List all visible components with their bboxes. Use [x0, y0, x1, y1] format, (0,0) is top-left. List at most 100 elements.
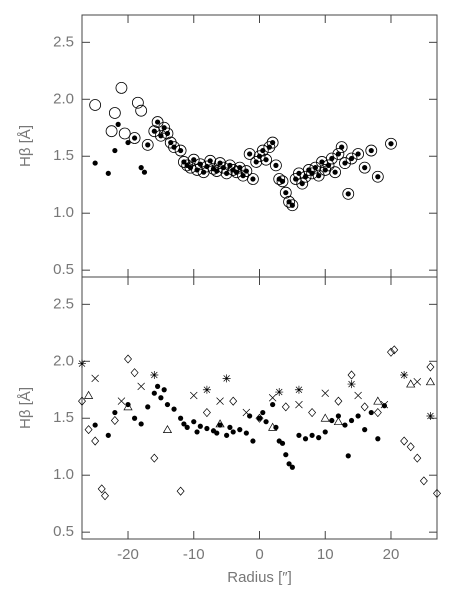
- circle-point: [119, 128, 130, 139]
- dot-point: [93, 422, 98, 427]
- diamond-point: [177, 487, 184, 495]
- diamond-point: [85, 426, 92, 434]
- triangle-point: [426, 378, 434, 385]
- dot-point: [333, 170, 338, 175]
- dot-point: [198, 424, 203, 429]
- dot-point: [139, 421, 144, 426]
- dot-point: [204, 426, 209, 431]
- asterisk-point: [78, 360, 86, 368]
- triangle-point: [407, 380, 415, 387]
- asterisk-point: [400, 371, 408, 379]
- dot-point: [162, 387, 167, 392]
- dot-point: [382, 403, 387, 408]
- diamond-point: [348, 371, 355, 379]
- dot-point: [191, 419, 196, 424]
- dot-point: [349, 418, 354, 423]
- dot-point: [106, 433, 111, 438]
- x-tick-label: 10: [317, 546, 334, 563]
- triangle-point: [321, 414, 329, 421]
- dot-point: [283, 452, 288, 457]
- diamond-point: [361, 403, 368, 411]
- dot-point: [178, 416, 183, 421]
- y-tick-label: 1.5: [53, 147, 74, 164]
- circle-point: [106, 126, 117, 137]
- dot-point: [369, 410, 374, 415]
- dot-point: [280, 441, 285, 446]
- diamond-point: [230, 397, 237, 405]
- dot-point: [309, 433, 314, 438]
- circle-point: [109, 107, 120, 118]
- dot-point: [260, 410, 265, 415]
- diamond-point: [111, 417, 118, 425]
- dot-point: [185, 425, 190, 430]
- cross-point: [322, 390, 329, 397]
- dot-point: [155, 119, 160, 124]
- diamond-point: [420, 477, 427, 485]
- dot-point: [214, 430, 219, 435]
- x-tick-label: -10: [183, 546, 205, 563]
- asterisk-point: [203, 386, 211, 394]
- dot-point: [296, 433, 301, 438]
- dot-point: [346, 453, 351, 458]
- y-tick-label: 1.0: [53, 204, 74, 221]
- cross-point: [118, 398, 125, 405]
- dot-point: [155, 384, 160, 389]
- diamond-point: [374, 409, 381, 417]
- diamond-point: [335, 397, 342, 405]
- dot-point: [250, 176, 255, 181]
- circle-point: [90, 99, 101, 110]
- dot-point: [273, 163, 278, 168]
- dot-point: [194, 429, 199, 434]
- dot-point: [375, 436, 380, 441]
- asterisk-point: [223, 374, 231, 382]
- dot-point: [116, 122, 121, 127]
- cross-point: [355, 392, 362, 399]
- y-tick-label: 0.5: [53, 261, 74, 278]
- x-tick-label: -20: [117, 546, 139, 563]
- dot-point: [139, 165, 144, 170]
- x-tick-label: 0: [255, 546, 263, 563]
- dot-point: [362, 427, 367, 432]
- dot-point: [244, 430, 249, 435]
- dot-point: [362, 165, 367, 170]
- diamond-point: [203, 409, 210, 417]
- dot-point: [112, 410, 117, 415]
- y-tick-label: 2.5: [53, 33, 74, 50]
- diamond-point: [401, 437, 408, 445]
- dot-point: [145, 142, 150, 147]
- dot-point: [290, 465, 295, 470]
- dot-point: [112, 148, 117, 153]
- y-tick-label: 2.5: [53, 295, 74, 312]
- cross-point: [295, 401, 302, 408]
- dot-point: [356, 413, 361, 418]
- y-axis-label: Hβ [Å]: [17, 387, 34, 429]
- diamond-point: [427, 363, 434, 371]
- dot-point: [145, 404, 150, 409]
- cross-point: [92, 375, 99, 382]
- diamond-point: [407, 443, 414, 451]
- triangle-point: [163, 426, 171, 433]
- dot-point: [303, 436, 308, 441]
- dot-point: [237, 427, 242, 432]
- diamond-point: [92, 437, 99, 445]
- dot-point: [132, 416, 137, 421]
- diamond-point: [414, 454, 421, 462]
- dot-point: [171, 407, 176, 412]
- dot-point: [316, 435, 321, 440]
- dot-point: [224, 433, 229, 438]
- diamond-point: [131, 369, 138, 377]
- cross-point: [190, 392, 197, 399]
- cross-point: [414, 378, 421, 385]
- diamond-point: [309, 409, 316, 417]
- y-tick-label: 1.5: [53, 409, 74, 426]
- triangle-point: [374, 397, 382, 404]
- dot-point: [231, 429, 236, 434]
- dot-point: [142, 170, 147, 175]
- dot-point: [375, 174, 380, 179]
- triangle-point: [334, 418, 342, 425]
- diamond-point: [125, 355, 132, 363]
- dot-point: [270, 402, 275, 407]
- dot-point: [165, 402, 170, 407]
- dot-point: [227, 425, 232, 430]
- cross-point: [217, 398, 224, 405]
